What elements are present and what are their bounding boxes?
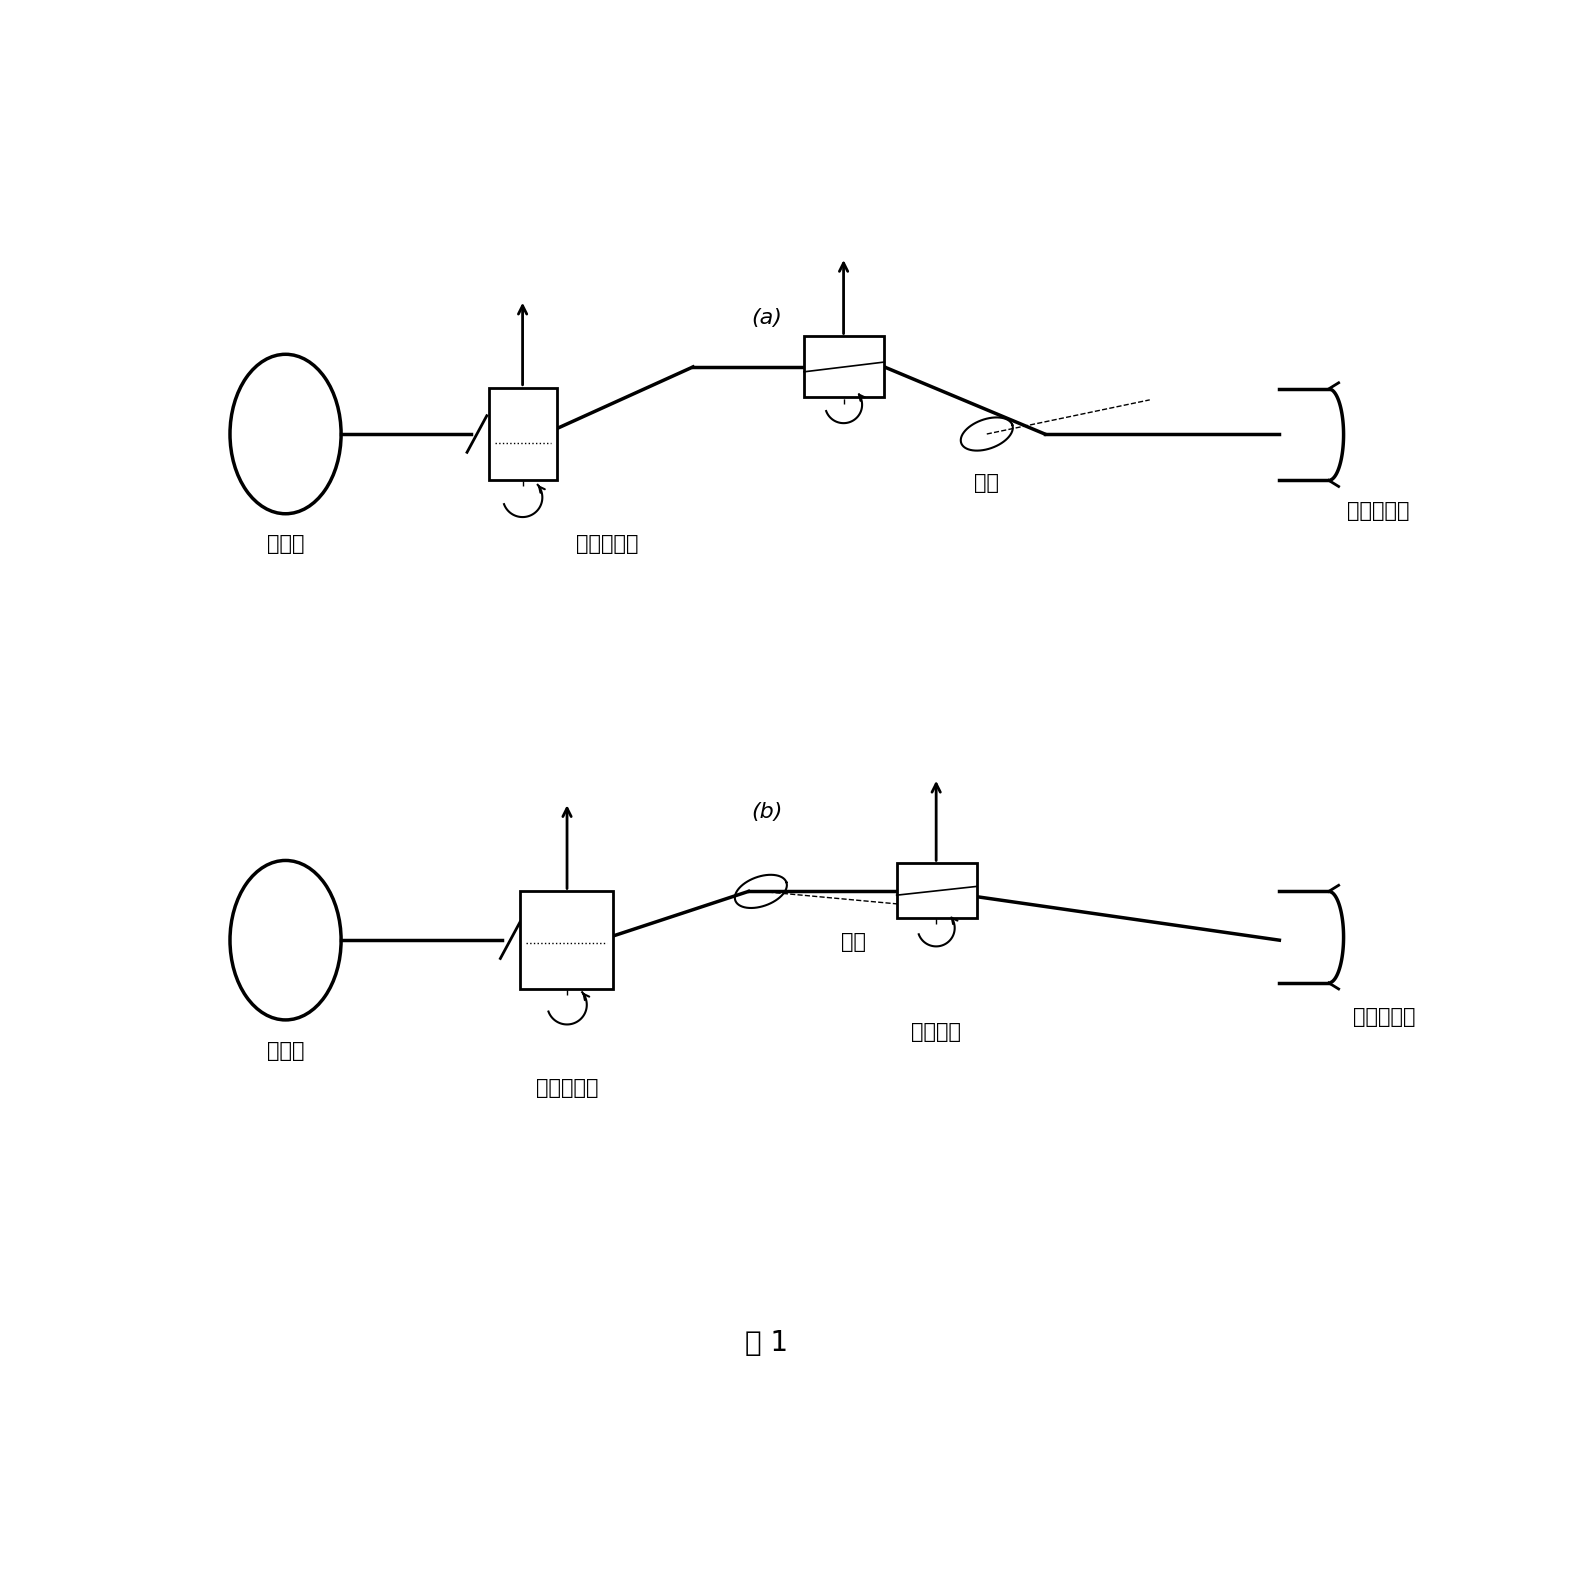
- Text: (a): (a): [752, 309, 782, 328]
- Text: 样品: 样品: [841, 931, 867, 952]
- Text: 成像探测器: 成像探测器: [1348, 501, 1410, 521]
- Text: (b): (b): [752, 802, 782, 822]
- Bar: [897, 863, 977, 919]
- Text: 分析晶体: 分析晶体: [911, 1022, 961, 1042]
- Text: 储存环: 储存环: [266, 1041, 304, 1061]
- Bar: [804, 336, 884, 398]
- Text: 单色器晶体: 单色器晶体: [535, 1079, 599, 1098]
- Text: 样品: 样品: [975, 474, 999, 493]
- Text: 图 1: 图 1: [746, 1329, 789, 1356]
- Text: 成像探测器: 成像探测器: [1354, 1007, 1416, 1028]
- Text: 储存环: 储存环: [266, 534, 304, 554]
- Bar: [519, 892, 613, 988]
- Text: 双晶单色器: 双晶单色器: [575, 534, 639, 554]
- Bar: [489, 388, 558, 480]
